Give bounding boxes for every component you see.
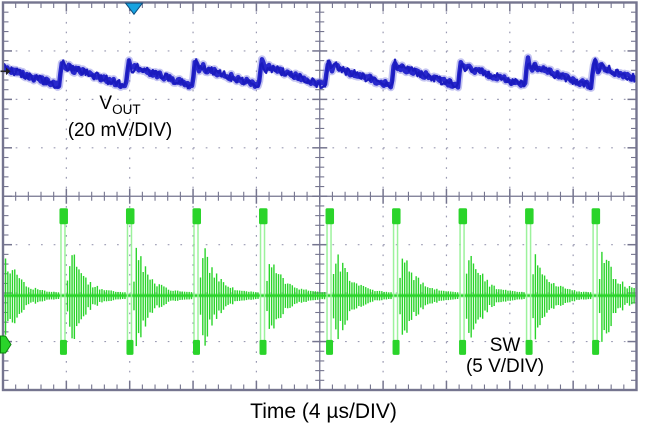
ch1-label: VOUT (20 mV/DIV)	[29, 93, 211, 141]
ch1-subscript: OUT	[112, 101, 141, 117]
graticule	[2, 1, 638, 391]
graticule-border	[1, 1, 638, 392]
ch2-zero-marker	[0, 335, 12, 354]
trigger-marker	[124, 2, 144, 16]
ch2-scale: (5 V/DIV)	[465, 356, 545, 377]
ch1-symbol: V	[99, 93, 113, 114]
ch2-label: SW (5 V/DIV)	[414, 335, 596, 377]
ch1-scale: (20 mV/DIV)	[67, 119, 173, 141]
ch1-zero-marker	[0, 67, 11, 76]
ch2-trace	[4, 208, 636, 355]
time-axis-label: Time (4 µs/DIV)	[250, 400, 397, 423]
ch1-trace	[4, 53, 636, 92]
ch2-symbol: SW	[489, 335, 521, 356]
oscilloscope-plot	[0, 1, 638, 392]
ch1-name: VOUT	[29, 93, 211, 120]
